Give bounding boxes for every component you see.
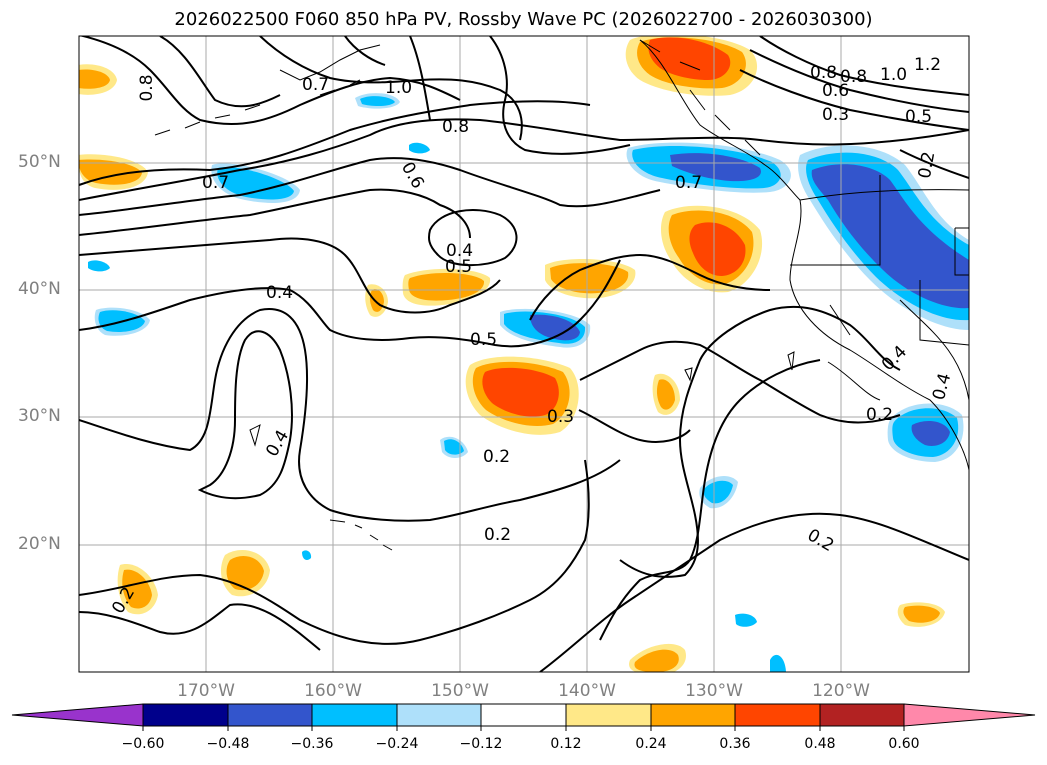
contour-label: 0.7 (202, 173, 229, 193)
colorbar-tick-label: −0.24 (375, 736, 419, 752)
contour-label: 0.7 (302, 75, 329, 95)
contour-label: 1.2 (914, 55, 941, 75)
colorbar-tick-label: −0.48 (206, 736, 250, 752)
coastlines (154, 39, 969, 551)
lon-label-170w: 170°W (177, 681, 235, 701)
contour-label: 0.8 (810, 63, 837, 83)
colorbar-segment (819, 703, 905, 727)
contour-label: 0.4 (446, 241, 473, 261)
colorbar-tick-label: 0.12 (550, 736, 582, 752)
colorbar-segment (396, 703, 482, 727)
colorbar-tick-label: 0.48 (804, 736, 836, 752)
colorbar-segment (650, 703, 736, 727)
contour-label: 0.7 (675, 173, 702, 193)
colorbar-segment (565, 703, 652, 727)
colorbar-tick-label: 0.36 (719, 736, 751, 752)
colorbar-tick-label: 0.60 (888, 736, 920, 752)
lat-label-20n: 20°N (18, 534, 61, 554)
contour-label: 0.4 (266, 283, 293, 303)
colorbar (11, 703, 1036, 731)
map-frame (78, 35, 970, 673)
colorbar-tick-label: −0.36 (290, 736, 334, 752)
lon-label-150w: 150°W (431, 681, 489, 701)
contour-label: 0.2 (915, 150, 939, 180)
lon-label-130w: 130°W (685, 681, 743, 701)
lat-label-30n: 30°N (18, 406, 61, 426)
lat-label-40n: 40°N (18, 279, 61, 299)
contour-label: 0.5 (445, 257, 472, 277)
contour-label: 0.8 (442, 117, 469, 137)
contour-label: 1.0 (880, 65, 907, 85)
colorbar-tick-label: −0.60 (121, 736, 165, 752)
contour-label: 0.2 (483, 447, 510, 467)
lat-label-50n: 50°N (18, 152, 61, 172)
colorbar-tick-label: 0.24 (635, 736, 667, 752)
colorbar-segment (11, 703, 144, 727)
contour-label: 0.2 (484, 525, 511, 545)
graticule (79, 36, 969, 672)
contour-label: 0.8 (840, 67, 867, 87)
colorbar-segment (734, 703, 821, 727)
contour-label: 0.3 (547, 407, 574, 427)
contour-label: 0.5 (470, 330, 497, 350)
contour-label: 1.0 (385, 78, 412, 98)
colorbar-segment (142, 703, 229, 727)
pv-contours (79, 36, 969, 672)
colorbar-segment (227, 703, 313, 727)
colorbar-segment (903, 703, 1036, 727)
contour-label: 0.5 (905, 107, 932, 127)
contour-label: 0.6 (822, 81, 849, 101)
lon-label-120w: 120°W (812, 681, 870, 701)
map-title: 2026022500 F060 850 hPa PV, Rossby Wave … (174, 9, 873, 30)
lon-label-160w: 160°W (304, 681, 362, 701)
lon-label-140w: 140°W (558, 681, 616, 701)
colorbar-segment (311, 703, 398, 727)
contour-label: 0.3 (822, 105, 849, 125)
colorbar-segment (480, 703, 567, 727)
colorbar-tick-label: −0.12 (459, 736, 503, 752)
contour-label: 0.2 (866, 405, 893, 425)
contour-label: 0.8 (137, 74, 157, 101)
